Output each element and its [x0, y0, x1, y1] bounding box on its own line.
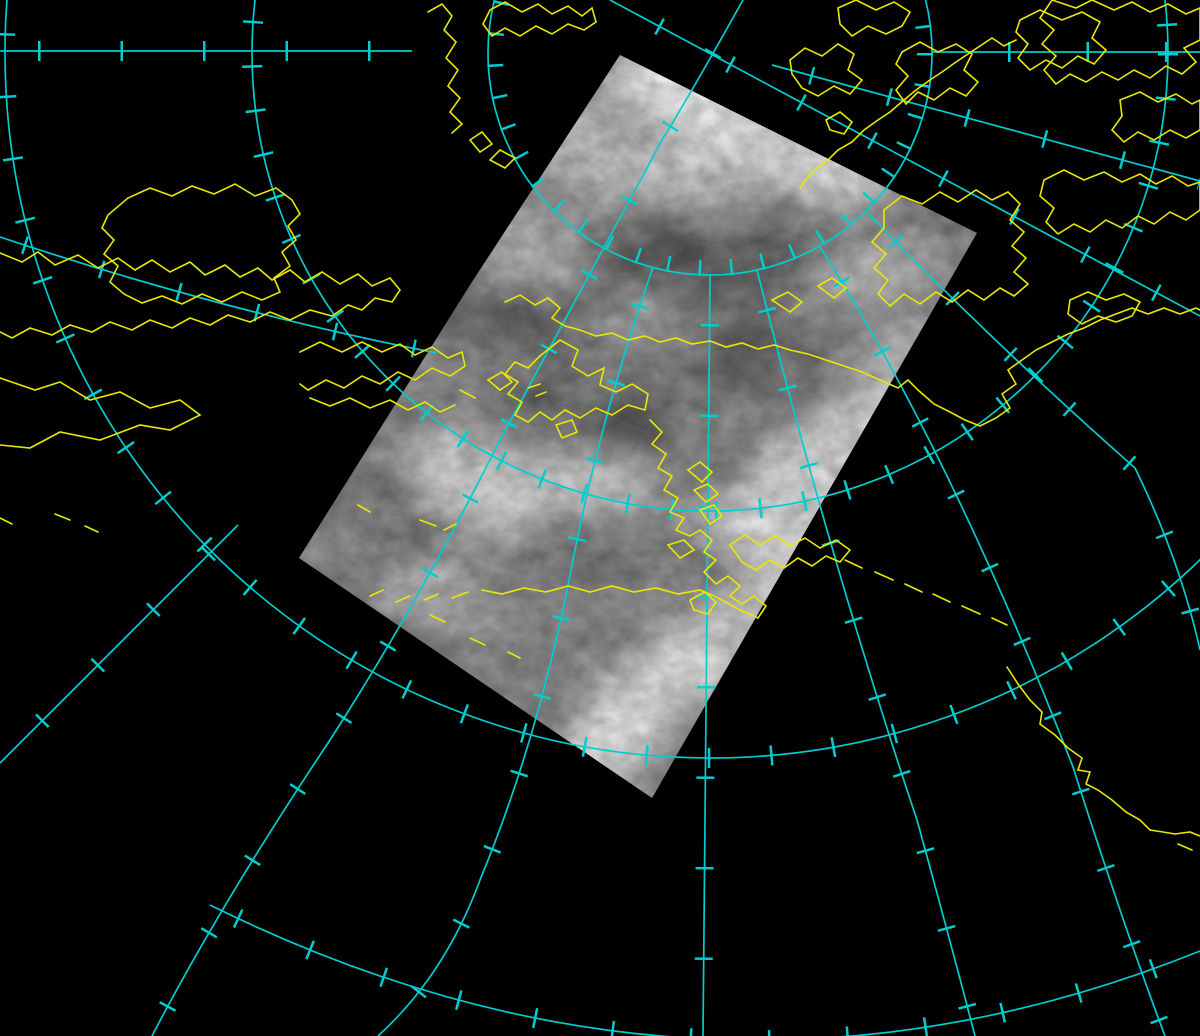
latitude-arc-northwest	[0, 236, 438, 354]
coastline-bering-strait-islands	[0, 371, 547, 533]
latitude-circle-inner-ticks	[487, 0, 933, 276]
latitude-arc-south-ticks	[205, 896, 1200, 1036]
meridian-wsw	[0, 524, 239, 764]
latitude-circle-mid-ticks	[242, 0, 1178, 521]
meridian-ssе	[756, 269, 976, 1036]
meridian-ene-ticks	[769, 56, 1200, 190]
meridian-ssw	[377, 266, 654, 1036]
latitude-arc-northwest-ticks	[0, 228, 439, 362]
meridian-south	[702, 275, 711, 1036]
coastline-canadian-arctic-archipelago	[789, 0, 1200, 325]
coastline-banks-island	[799, 37, 1017, 189]
coastline-alaska-peninsula-aleutians	[369, 585, 759, 659]
coastline-chukotka-siberia	[0, 183, 466, 449]
coastline-layer	[0, 0, 1200, 851]
latitude-arc-south	[209, 904, 1200, 1036]
coastline-seward-peninsula	[503, 339, 649, 440]
meridian-se2-ticks	[812, 242, 1174, 1036]
coastline-south-central-alaska	[728, 534, 1008, 626]
coastline-alaska-north-slope	[504, 277, 1200, 427]
coastline-wrangel-island	[427, 1, 597, 169]
meridian-se1	[866, 211, 1200, 651]
latitude-circle-outer-ticks	[0, 0, 1200, 768]
meridian-through-pole-sw	[151, 0, 744, 1036]
coastline-southeast-alaska-bc	[1006, 666, 1200, 851]
coastline-ellesmere-greenland	[1038, 0, 1200, 86]
coastline-yukon-delta	[649, 419, 768, 619]
meridian-through-pole-ne	[609, 0, 1200, 317]
